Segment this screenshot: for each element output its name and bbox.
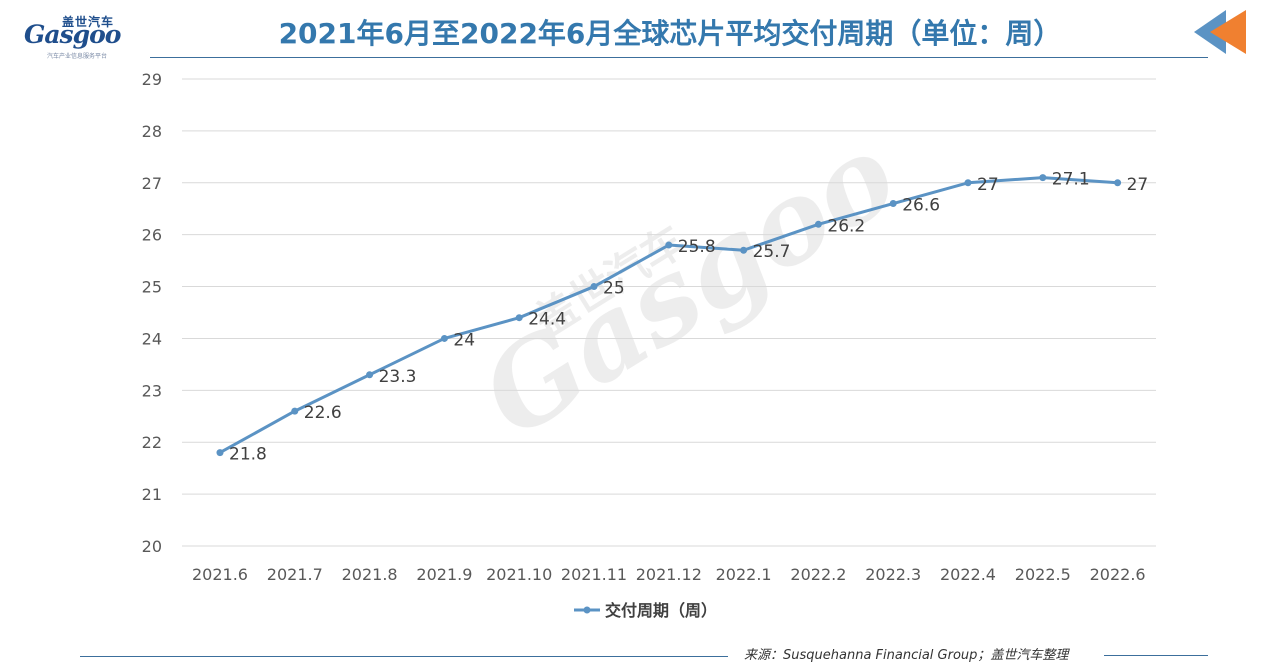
legend: 交付周期（周）	[574, 601, 717, 620]
y-tick-label: 26	[142, 226, 162, 245]
data-point	[814, 220, 822, 228]
x-tick-label: 2022.4	[940, 565, 996, 584]
data-label: 25.8	[678, 237, 716, 257]
logo-tagline: 汽车产业信息服务平台	[47, 53, 108, 60]
x-tick-label: 2021.8	[342, 565, 398, 584]
y-tick-label: 29	[142, 70, 162, 89]
x-tick-label: 2022.2	[790, 565, 846, 584]
x-tick-label: 2022.1	[716, 565, 772, 584]
data-label: 26.2	[827, 216, 865, 236]
x-tick-label: 2022.3	[865, 565, 921, 584]
data-label: 25	[603, 279, 625, 299]
source-note: 来源：Susquehanna Financial Group；盖世汽车整理	[744, 648, 1069, 663]
data-label: 22.6	[304, 403, 342, 423]
legend-label: 交付周期（周）	[605, 601, 717, 620]
y-tick-label: 23	[142, 381, 162, 400]
footer-rule-left	[80, 656, 728, 657]
y-tick-label: 24	[142, 329, 162, 348]
data-point	[440, 334, 448, 342]
data-point	[964, 179, 972, 187]
data-label: 25.7	[753, 242, 791, 262]
x-tick-label: 2021.9	[416, 565, 472, 584]
corner-arrow-icon	[1194, 10, 1246, 54]
x-tick-label: 2021.6	[192, 565, 248, 584]
y-tick-label: 20	[142, 537, 162, 556]
chart-title: 2021年6月至2022年6月全球芯片平均交付周期（单位：周）	[278, 17, 1062, 50]
y-tick-label: 27	[142, 174, 162, 193]
watermark-wordmark: Gasgoo	[460, 109, 919, 463]
logo-wordmark: Gasgoo	[24, 20, 121, 49]
y-tick-label: 25	[142, 278, 162, 297]
data-label: 21.8	[229, 445, 267, 465]
watermark: 盖世汽车 Gasgoo	[460, 109, 919, 463]
data-label: 26.6	[902, 196, 940, 216]
data-point	[889, 200, 897, 208]
y-tick-label: 21	[142, 485, 162, 504]
title-underline	[150, 57, 1208, 58]
data-point	[665, 241, 673, 249]
data-point	[515, 314, 523, 322]
data-label: 24.4	[528, 310, 566, 330]
data-point	[1114, 179, 1122, 187]
data-point	[740, 246, 748, 254]
x-tick-label: 2022.6	[1090, 565, 1146, 584]
x-tick-label: 2021.10	[486, 565, 552, 584]
data-label: 27.1	[1052, 170, 1090, 190]
data-point	[291, 407, 299, 415]
data-label: 27	[1127, 175, 1149, 195]
legend-marker	[583, 606, 591, 614]
data-label: 27	[977, 175, 999, 195]
x-tick-label: 2022.5	[1015, 565, 1071, 584]
footer-rule-right	[1104, 655, 1208, 656]
x-tick-label: 2021.11	[561, 565, 627, 584]
y-tick-label: 28	[142, 122, 162, 141]
data-point	[366, 371, 374, 379]
logo-chinese-name: 盖世汽车	[62, 15, 115, 29]
x-tick-label: 2021.7	[267, 565, 323, 584]
y-tick-label: 22	[142, 433, 162, 452]
x-tick-label: 2021.12	[636, 565, 702, 584]
data-point	[590, 283, 598, 291]
data-point	[216, 449, 224, 457]
data-label: 24	[453, 330, 475, 350]
data-point	[1039, 174, 1047, 182]
data-label: 23.3	[379, 367, 417, 387]
